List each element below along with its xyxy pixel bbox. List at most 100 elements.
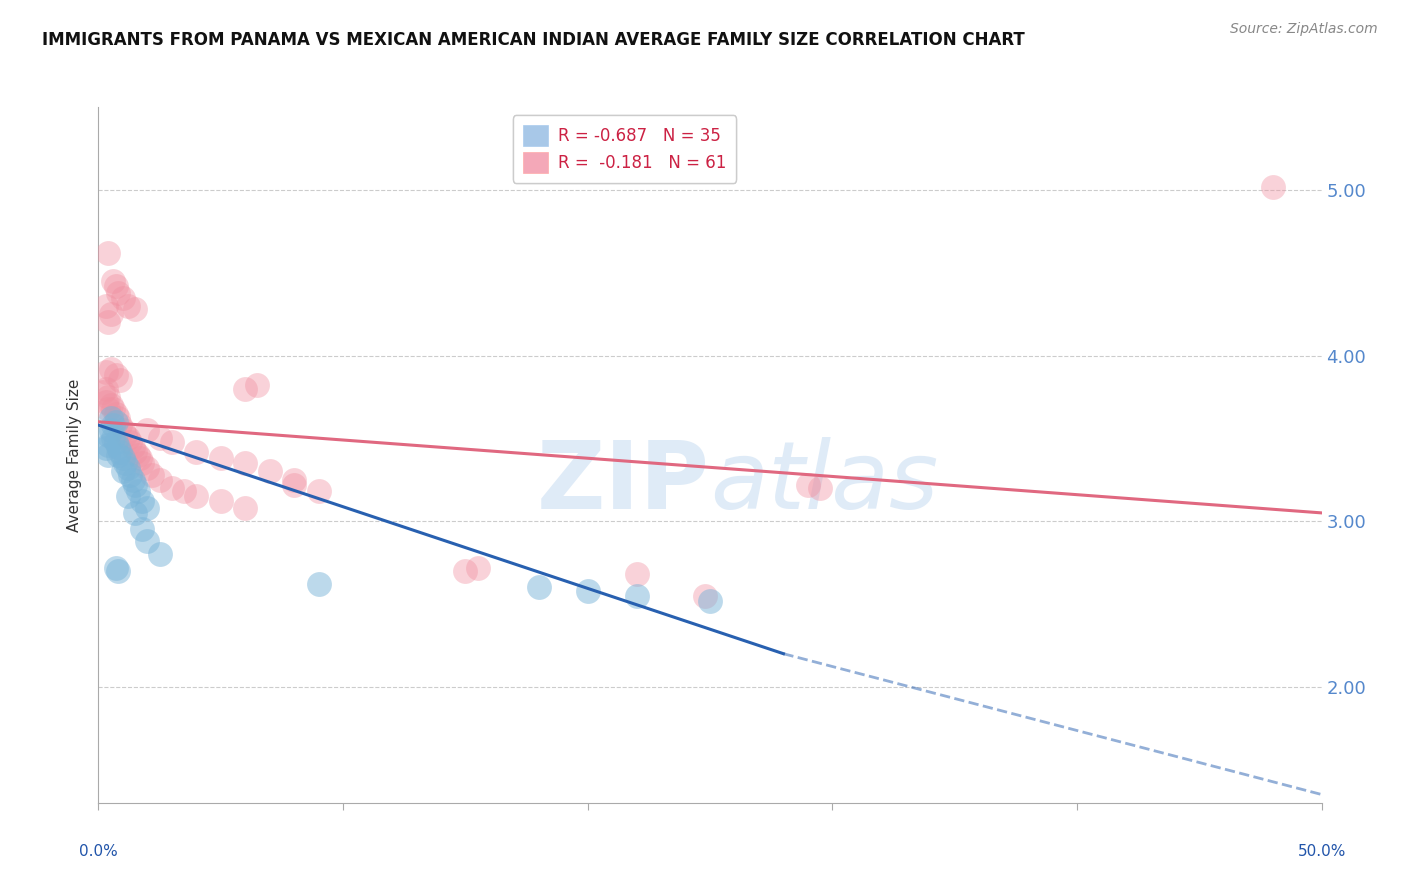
Point	[100, 423, 122, 437]
Point	[107, 564, 129, 578]
Point	[121, 473, 143, 487]
Point	[101, 418, 124, 433]
Point	[117, 299, 139, 313]
Point	[233, 500, 256, 515]
Point	[124, 506, 146, 520]
Legend: R = -0.687   N = 35, R =  -0.181   N = 61: R = -0.687 N = 35, R = -0.181 N = 61	[513, 115, 737, 183]
Point	[94, 382, 117, 396]
Point	[104, 407, 127, 421]
Point	[1261, 179, 1284, 194]
Point	[110, 418, 132, 433]
Text: atlas: atlas	[710, 437, 938, 528]
Point	[100, 398, 122, 412]
Point	[136, 461, 159, 475]
Point	[111, 291, 134, 305]
Point	[160, 434, 183, 449]
Point	[131, 494, 153, 508]
Point	[107, 440, 129, 454]
Point	[308, 577, 330, 591]
Point	[454, 564, 477, 578]
Point	[576, 583, 599, 598]
Point	[94, 299, 117, 313]
Point	[160, 481, 183, 495]
Point	[186, 489, 208, 503]
Point	[283, 477, 305, 491]
Point	[527, 581, 550, 595]
Point	[209, 451, 232, 466]
Point	[124, 477, 146, 491]
Point	[117, 461, 139, 475]
Point	[626, 567, 648, 582]
Point	[97, 448, 120, 462]
Point	[233, 382, 256, 396]
Point	[283, 473, 305, 487]
Point	[107, 285, 129, 300]
Point	[111, 423, 134, 437]
Text: 50.0%: 50.0%	[1298, 845, 1346, 859]
Point	[110, 444, 132, 458]
Point	[101, 274, 124, 288]
Point	[308, 484, 330, 499]
Point	[120, 467, 142, 482]
Point	[808, 481, 831, 495]
Point	[97, 315, 120, 329]
Point	[626, 589, 648, 603]
Point	[114, 428, 136, 442]
Point	[246, 378, 269, 392]
Point	[100, 361, 122, 376]
Point	[101, 401, 124, 416]
Y-axis label: Average Family Size: Average Family Size	[67, 378, 83, 532]
Point	[129, 451, 152, 466]
Point	[97, 438, 120, 452]
Point	[173, 484, 195, 499]
Text: 0.0%: 0.0%	[79, 845, 118, 859]
Point	[94, 395, 117, 409]
Point	[97, 428, 120, 442]
Point	[186, 444, 208, 458]
Point	[797, 477, 820, 491]
Point	[259, 465, 281, 479]
Point	[136, 534, 159, 549]
Point	[110, 373, 132, 387]
Point	[117, 431, 139, 445]
Point	[149, 431, 172, 445]
Point	[120, 434, 142, 449]
Point	[695, 589, 717, 603]
Point	[149, 547, 172, 561]
Point	[127, 484, 149, 499]
Point	[101, 431, 124, 445]
Text: Source: ZipAtlas.com: Source: ZipAtlas.com	[1230, 22, 1378, 37]
Point	[131, 456, 153, 470]
Point	[141, 467, 163, 482]
Point	[97, 390, 120, 404]
Point	[111, 451, 134, 466]
Point	[136, 423, 159, 437]
Point	[209, 494, 232, 508]
Point	[104, 434, 127, 449]
Point	[111, 465, 134, 479]
Point	[104, 415, 127, 429]
Text: IMMIGRANTS FROM PANAMA VS MEXICAN AMERICAN INDIAN AVERAGE FAMILY SIZE CORRELATIO: IMMIGRANTS FROM PANAMA VS MEXICAN AMERIC…	[42, 31, 1025, 49]
Point	[127, 448, 149, 462]
Point	[117, 489, 139, 503]
Text: ZIP: ZIP	[537, 437, 710, 529]
Point	[124, 302, 146, 317]
Point	[104, 368, 127, 383]
Point	[97, 401, 120, 416]
Point	[136, 500, 159, 515]
Point	[94, 365, 117, 379]
Point	[107, 411, 129, 425]
Point	[114, 456, 136, 470]
Point	[100, 411, 122, 425]
Point	[107, 448, 129, 462]
Point	[131, 523, 153, 537]
Point	[121, 440, 143, 454]
Point	[149, 473, 172, 487]
Point	[233, 456, 256, 470]
Point	[97, 245, 120, 260]
Point	[124, 444, 146, 458]
Point	[91, 384, 114, 399]
Point	[100, 307, 122, 321]
Point	[699, 593, 721, 607]
Point	[104, 560, 127, 574]
